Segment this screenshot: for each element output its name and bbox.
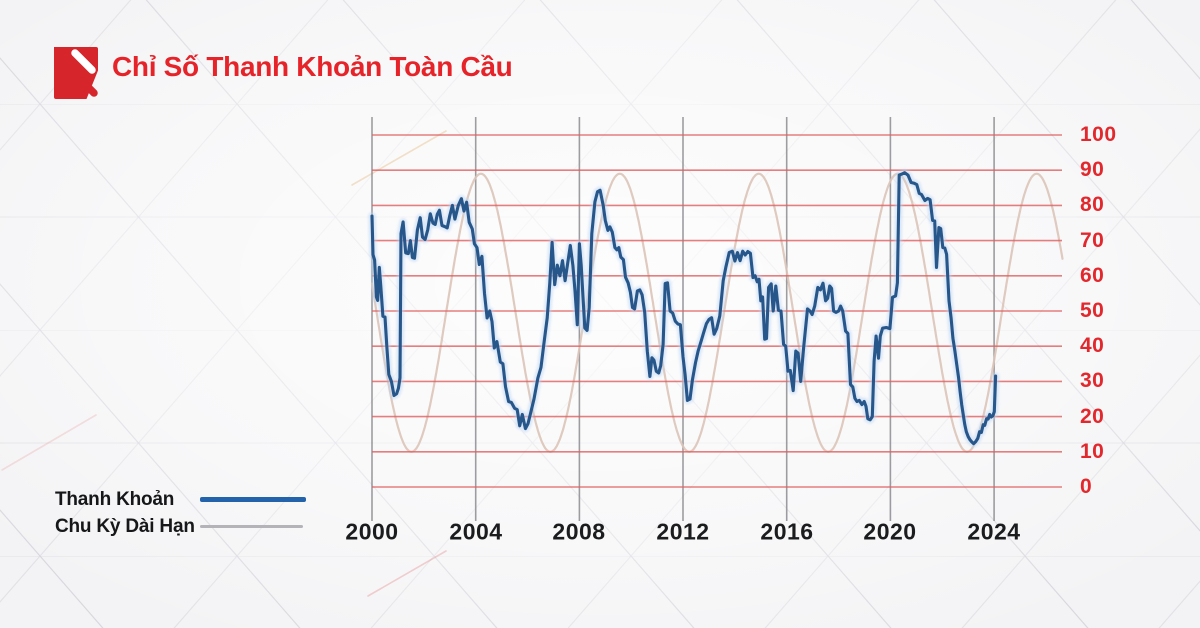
y-axis-tick-label: 20 — [1080, 405, 1105, 428]
long-term-cycle-line — [370, 172, 1064, 453]
chart-legend: Thanh Khoản Chu Kỳ Dài Hạn — [55, 486, 315, 540]
y-axis-tick-label: 50 — [1080, 299, 1105, 322]
x-axis-tick-label: 2012 — [656, 518, 710, 545]
header: Chỉ Số Thanh Khoản Toàn Cầu — [42, 30, 513, 104]
x-axis-tick-label: 2024 — [967, 518, 1021, 545]
legend-swatch-liquidity — [200, 497, 306, 502]
y-axis-tick-label: 100 — [1080, 123, 1117, 146]
y-axis-tick-label: 80 — [1080, 193, 1105, 216]
legend-item-liquidity: Thanh Khoản — [55, 486, 315, 513]
legend-label: Chu Kỳ Dài Hạn — [55, 515, 195, 537]
y-axis-tick-label: 60 — [1080, 264, 1105, 287]
x-axis-tick-label: 2020 — [863, 518, 917, 545]
x-axis-tick-label: 2000 — [345, 518, 399, 545]
y-axis-tick-label: 10 — [1080, 440, 1105, 463]
x-axis-tick-label: 2008 — [552, 518, 606, 545]
legend-label: Thanh Khoản — [55, 488, 175, 510]
pattern-color-accents — [1, 130, 447, 597]
y-axis-tick-label: 40 — [1080, 334, 1105, 357]
y-axis-tick-label: 30 — [1080, 369, 1105, 392]
brand-logo-icon — [54, 47, 98, 99]
x-axis-tick-label: 2016 — [760, 518, 814, 545]
y-axis-tick-label: 90 — [1080, 158, 1105, 181]
y-axis-tick-label: 0 — [1080, 475, 1093, 498]
page-title: Chỉ Số Thanh Khoản Toàn Cầu — [112, 51, 513, 82]
liquidity-line — [368, 168, 1000, 448]
y-axis-tick-label: 70 — [1080, 229, 1105, 252]
legend-item-cycle: Chu Kỳ Dài Hạn — [55, 513, 315, 540]
x-axis-tick-label: 2004 — [449, 518, 503, 545]
legend-swatch-cycle — [200, 525, 303, 528]
